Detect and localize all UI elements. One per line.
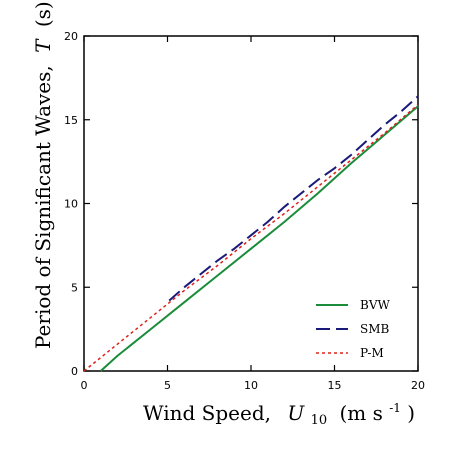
x-tick-label: 5 — [164, 379, 171, 392]
y-tick-label: 10 — [64, 198, 78, 211]
series-group — [83, 95, 419, 372]
y-tick-label: 15 — [64, 114, 78, 127]
series-line-smb — [168, 95, 419, 302]
x-tick-label: 10 — [244, 379, 258, 392]
y-tick-label: 0 — [71, 365, 78, 378]
legend-label: SMB — [360, 322, 390, 336]
x-tick-label: 0 — [81, 379, 88, 392]
legend-label: BVW — [360, 298, 390, 312]
legend: BVW SMB P-M — [316, 298, 390, 360]
tick-marks — [83, 35, 419, 372]
x-tick-label: 20 — [411, 379, 425, 392]
y-axis-title: Period of Significant Waves, T (s) — [31, 1, 55, 349]
y-tick-label: 5 — [71, 281, 78, 294]
legend-label: P-M — [360, 346, 384, 360]
x-axis-title: Wind Speed, U 10 (m s -1 ) — [143, 393, 415, 429]
plot-frame — [83, 35, 419, 372]
series-line-p-m — [83, 104, 419, 372]
series-line-bvw — [100, 105, 419, 372]
tick-labels: 0 5 10 15 20 0 5 10 15 20 — [64, 30, 425, 392]
x-tick-label: 15 — [328, 379, 342, 392]
plot-area — [83, 35, 419, 372]
y-tick-label: 20 — [64, 30, 78, 43]
